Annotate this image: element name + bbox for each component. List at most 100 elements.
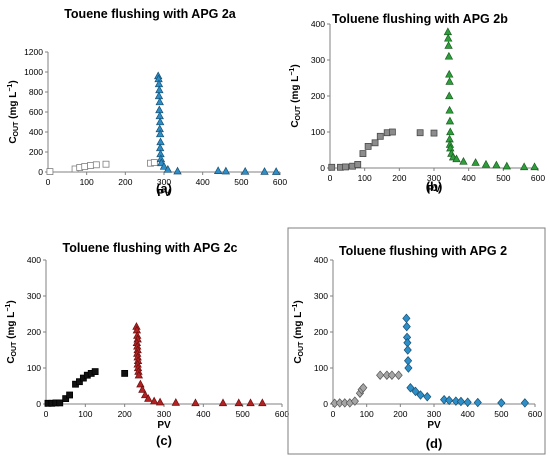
data-point-series-2 bbox=[471, 158, 480, 166]
y-axis-label: COUT (mg L−1) bbox=[7, 80, 20, 143]
data-point-series-2 bbox=[154, 91, 164, 100]
data-point-series-2 bbox=[444, 51, 454, 60]
data-point-series-2 bbox=[445, 105, 454, 114]
x-tick-label: 100 bbox=[358, 173, 372, 183]
data-point-series-2 bbox=[155, 143, 165, 152]
panel-label: (d) bbox=[426, 436, 443, 451]
y-tick-label: 1200 bbox=[24, 47, 43, 57]
data-point-series-1 bbox=[359, 150, 367, 158]
data-point-series-2 bbox=[446, 127, 455, 136]
x-tick-label: 500 bbox=[496, 173, 510, 183]
data-point-series-2 bbox=[258, 398, 267, 407]
data-point-series-2 bbox=[443, 27, 453, 36]
y-tick-label: 0 bbox=[323, 399, 328, 409]
x-tick-label: 500 bbox=[234, 177, 248, 187]
data-point-series-1 bbox=[342, 163, 350, 171]
data-point-series-2 bbox=[271, 167, 281, 175]
data-point-series-2 bbox=[473, 397, 482, 408]
data-point-series-1 bbox=[416, 129, 424, 137]
data-point-series-2 bbox=[404, 363, 413, 373]
data-point-series-2 bbox=[444, 41, 453, 49]
data-point-series-1 bbox=[371, 139, 379, 147]
x-tick-label: 300 bbox=[157, 409, 171, 419]
data-point-series-2 bbox=[155, 85, 164, 94]
x-tick-label: 0 bbox=[46, 177, 51, 187]
x-tick-label: 200 bbox=[118, 409, 132, 419]
panel-label: (b) bbox=[426, 179, 443, 194]
data-point-series-2 bbox=[218, 398, 228, 407]
data-point-series-1 bbox=[354, 160, 362, 168]
data-point-series-1 bbox=[328, 163, 336, 171]
data-point-series-2 bbox=[444, 33, 453, 42]
data-point-series-1 bbox=[102, 160, 110, 168]
y-tick-label: 300 bbox=[27, 291, 41, 301]
x-tick-label: 0 bbox=[328, 173, 333, 183]
data-point-series-2 bbox=[520, 398, 529, 408]
y-tick-label: 0 bbox=[320, 163, 325, 173]
data-point-series-2 bbox=[156, 137, 165, 146]
data-point-series-1 bbox=[350, 396, 359, 406]
x-tick-label: 200 bbox=[392, 173, 406, 183]
y-tick-label: 400 bbox=[314, 255, 328, 265]
chart-panel-3: Toluene flushing with APG 2c 0 100 200 300 40… bbox=[5, 241, 289, 448]
chart-panel-1: Touene flushing with APG 2a 0 100 200 300 400… bbox=[7, 7, 287, 199]
x-tick-label: 100 bbox=[360, 409, 374, 419]
data-point-series-2 bbox=[136, 379, 145, 388]
data-point-series-2 bbox=[406, 383, 415, 393]
data-point-series-1 bbox=[376, 370, 385, 380]
y-tick-label: 200 bbox=[314, 327, 328, 337]
data-point-series-2 bbox=[403, 345, 412, 355]
x-tick-label: 300 bbox=[427, 173, 441, 183]
data-point-series-1 bbox=[46, 168, 54, 176]
y-tick-label: 800 bbox=[29, 87, 43, 97]
data-point-series-2 bbox=[502, 161, 511, 170]
y-tick-label: 100 bbox=[314, 363, 328, 373]
data-point-series-2 bbox=[155, 97, 164, 106]
y-tick-label: 200 bbox=[27, 327, 41, 337]
data-point-series-2 bbox=[138, 385, 147, 393]
data-point-series-2 bbox=[173, 166, 182, 175]
x-tick-label: 0 bbox=[331, 409, 336, 419]
data-point-series-2 bbox=[234, 398, 243, 407]
y-tick-label: 600 bbox=[29, 107, 43, 117]
data-point-series-2 bbox=[481, 159, 491, 168]
data-point-series-1 bbox=[121, 369, 129, 377]
data-point-series-1 bbox=[56, 399, 64, 407]
data-point-series-1 bbox=[87, 162, 94, 169]
x-tick-label: 100 bbox=[80, 177, 94, 187]
data-point-series-1 bbox=[91, 368, 99, 376]
data-point-series-2 bbox=[241, 166, 250, 175]
data-point-series-1 bbox=[388, 128, 396, 136]
x-axis-label: PV bbox=[427, 420, 441, 431]
x-tick-label: 300 bbox=[157, 177, 171, 187]
x-axis-label: PV bbox=[157, 188, 171, 199]
data-point-series-2 bbox=[155, 111, 164, 120]
data-point-series-1 bbox=[81, 163, 89, 170]
chart-title: Toluene flushing with APG 2b bbox=[332, 12, 508, 26]
y-tick-label: 100 bbox=[27, 363, 41, 373]
data-point-series-2 bbox=[260, 167, 269, 175]
y-tick-label: 0 bbox=[36, 399, 41, 409]
data-point-series-2 bbox=[134, 370, 144, 379]
panel-frame bbox=[287, 227, 546, 455]
y-tick-label: 0 bbox=[38, 167, 43, 177]
x-tick-label: 0 bbox=[44, 409, 49, 419]
data-point-series-1 bbox=[359, 383, 368, 393]
chart-title: Toluene flushing with APG 2 bbox=[339, 244, 507, 258]
x-axis-label: PV bbox=[157, 420, 171, 431]
x-tick-label: 600 bbox=[531, 173, 545, 183]
data-point-series-2 bbox=[445, 116, 455, 125]
data-point-series-2 bbox=[144, 394, 153, 402]
data-point-series-2 bbox=[155, 117, 165, 126]
y-tick-label: 400 bbox=[311, 19, 325, 29]
data-point-series-1 bbox=[62, 395, 70, 403]
y-tick-label: 300 bbox=[311, 55, 325, 65]
data-point-series-2 bbox=[497, 398, 506, 408]
data-point-series-2 bbox=[463, 397, 472, 407]
data-point-series-2 bbox=[445, 91, 454, 100]
data-point-series-1 bbox=[92, 161, 100, 169]
chart-title: Toluene flushing with APG 2c bbox=[62, 241, 237, 255]
x-axis-label: PV bbox=[427, 184, 441, 195]
